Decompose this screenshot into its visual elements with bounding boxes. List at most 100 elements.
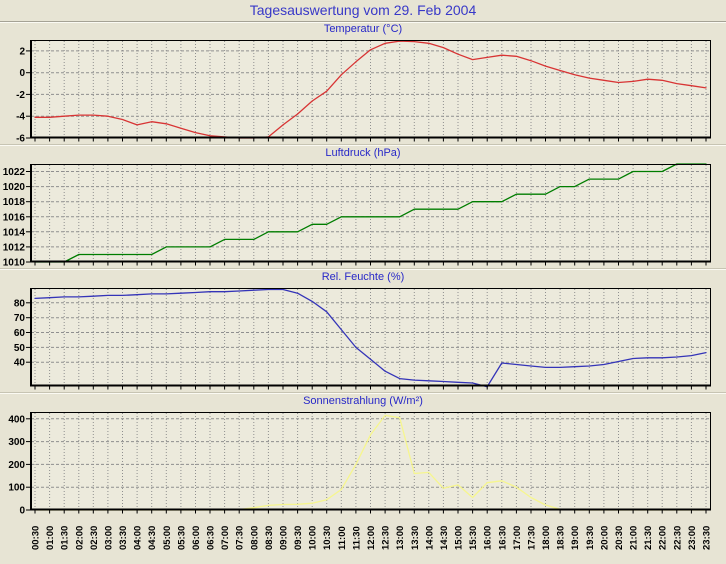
svg-text:-4: -4 [16, 112, 25, 123]
luftdruckhpa-plot: 1022 1020 1018 1016 1014 1012 1010 [3, 163, 711, 268]
svg-text:14:30: 14:30 [439, 526, 450, 550]
svg-text:0: 0 [19, 506, 25, 517]
svg-text:07:00: 07:00 [220, 526, 231, 550]
y-tick-labels: 400 300 200 100 0 [8, 414, 30, 517]
svg-text:21:30: 21:30 [643, 526, 654, 550]
horizontal-gridlines [31, 50, 710, 117]
chart-block-relfeuchte: Rel. Feuchte (%) 80 70 60 50 40 [0, 270, 726, 392]
vertical-gridlines [34, 413, 707, 509]
svg-text:18:30: 18:30 [556, 526, 567, 550]
svg-text:03:00: 03:00 [103, 526, 114, 550]
svg-text:08:00: 08:00 [249, 526, 260, 550]
x-tick-marks [34, 138, 707, 142]
svg-text:03:30: 03:30 [118, 526, 129, 550]
svg-text:01:30: 01:30 [60, 526, 71, 550]
x-tick-labels: 00:30 01:00 01:30 02:00 02:30 03:00 03:30 04:00… [31, 526, 713, 550]
svg-text:23:00: 23:00 [687, 526, 698, 550]
svg-text:1016: 1016 [3, 212, 26, 223]
svg-text:1010: 1010 [3, 258, 26, 269]
section-separator [0, 268, 726, 270]
horizontal-gridlines [31, 302, 710, 363]
chart-title-sonnenstrahlun: Sonnenstrahlung (W/m²) [303, 395, 423, 407]
svg-text:100: 100 [8, 483, 25, 494]
luftdruckhpa-series-line [34, 163, 707, 263]
svg-text:2: 2 [19, 46, 25, 57]
x-tick-marks [34, 386, 707, 390]
svg-text:11:00: 11:00 [337, 526, 348, 550]
svg-text:13:30: 13:30 [410, 526, 421, 550]
chart-block-temperaturc: Temperatur (°C) 2 0 -2 -4 -6 [0, 22, 726, 144]
svg-text:02:00: 02:00 [74, 526, 85, 550]
svg-text:17:30: 17:30 [527, 526, 538, 550]
svg-text:80: 80 [14, 298, 26, 309]
svg-text:0: 0 [19, 68, 25, 79]
svg-text:16:30: 16:30 [497, 526, 508, 550]
svg-text:200: 200 [8, 460, 25, 471]
svg-text:10:30: 10:30 [322, 526, 333, 550]
svg-text:01:00: 01:00 [45, 526, 56, 550]
svg-text:1012: 1012 [3, 242, 26, 253]
svg-text:08:30: 08:30 [264, 526, 275, 550]
svg-text:50: 50 [14, 343, 26, 354]
svg-text:20:00: 20:00 [599, 526, 610, 550]
chart-title-relfeuchte: Rel. Feuchte (%) [321, 271, 405, 283]
vertical-gridlines [34, 289, 707, 385]
svg-text:21:00: 21:00 [629, 526, 640, 550]
page-title: Tagesauswertung vom 29. Feb 2004 [0, 0, 726, 22]
y-tick-labels: 1022 1020 1018 1016 1014 1012 1010 [3, 167, 30, 268]
svg-text:15:00: 15:00 [454, 526, 465, 550]
section-separator [0, 392, 726, 394]
x-tick-marks [34, 262, 707, 266]
svg-text:1020: 1020 [3, 182, 26, 193]
svg-text:19:30: 19:30 [585, 526, 596, 550]
svg-text:06:00: 06:00 [191, 526, 202, 550]
horizontal-gridlines [31, 171, 710, 248]
svg-text:06:30: 06:30 [206, 526, 217, 550]
chart-block-luftdruckhpa: Luftdruck (hPa) 1022 1020 1018 1016 1014 1012 1… [0, 146, 726, 268]
temperaturc-plot: 2 0 -2 -4 -6 [16, 40, 711, 144]
svg-text:18:00: 18:00 [541, 526, 552, 550]
horizontal-gridlines [31, 418, 710, 488]
svg-text:40: 40 [14, 358, 26, 369]
charts-area: Temperatur (°C) 2 0 -2 -4 -6 Luftdruck (hPa) 10… [0, 22, 726, 562]
svg-text:23:30: 23:30 [702, 526, 713, 550]
svg-text:22:30: 22:30 [672, 526, 683, 550]
y-tick-labels: 80 70 60 50 40 [14, 298, 30, 369]
svg-text:05:30: 05:30 [176, 526, 187, 550]
svg-text:1014: 1014 [3, 227, 26, 238]
svg-text:15:30: 15:30 [468, 526, 479, 550]
chart-title-luftdruckhpa: Luftdruck (hPa) [325, 147, 401, 159]
chart-title-temperaturc: Temperatur (°C) [323, 23, 403, 35]
svg-text:14:00: 14:00 [424, 526, 435, 550]
svg-text:19:00: 19:00 [570, 526, 581, 550]
svg-text:04:30: 04:30 [147, 526, 158, 550]
svg-text:05:00: 05:00 [162, 526, 173, 550]
vertical-gridlines [34, 165, 707, 261]
svg-text:1018: 1018 [3, 197, 26, 208]
svg-text:07:30: 07:30 [235, 526, 246, 550]
svg-text:09:30: 09:30 [293, 526, 304, 550]
svg-text:12:30: 12:30 [381, 526, 392, 550]
svg-text:04:00: 04:00 [133, 526, 144, 550]
svg-text:400: 400 [8, 414, 25, 425]
svg-text:12:00: 12:00 [366, 526, 377, 550]
svg-text:16:00: 16:00 [483, 526, 494, 550]
vertical-gridlines [34, 41, 707, 137]
svg-text:70: 70 [14, 313, 26, 324]
section-separator [0, 144, 726, 146]
svg-text:-2: -2 [16, 90, 25, 101]
svg-text:13:00: 13:00 [395, 526, 406, 550]
svg-text:-6: -6 [16, 134, 25, 145]
svg-text:300: 300 [8, 437, 25, 448]
relfeuchte-series-line [34, 288, 707, 388]
svg-text:10:00: 10:00 [308, 526, 319, 550]
x-tick-marks [34, 510, 707, 514]
y-tick-labels: 2 0 -2 -4 -6 [16, 46, 30, 144]
relfeuchte-plot: 80 70 60 50 40 [14, 288, 711, 390]
svg-text:22:00: 22:00 [658, 526, 669, 550]
svg-text:17:00: 17:00 [512, 526, 523, 550]
svg-text:02:30: 02:30 [89, 526, 100, 550]
svg-text:20:30: 20:30 [614, 526, 625, 550]
